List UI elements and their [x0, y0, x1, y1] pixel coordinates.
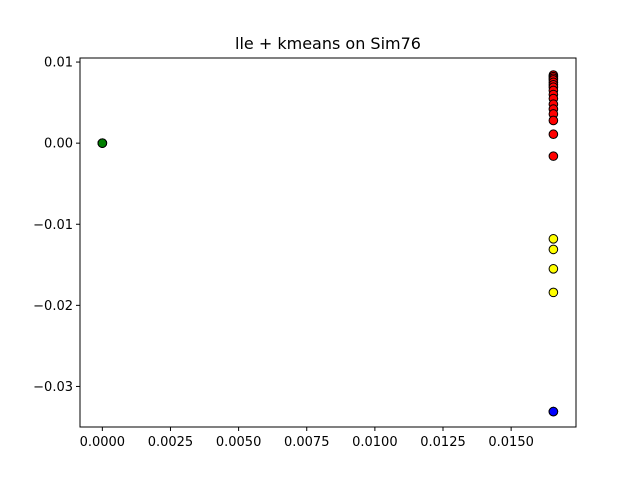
data-point — [97, 138, 108, 148]
x-tick-label: 0.0100 — [352, 435, 398, 450]
x-tick-label: 0.0075 — [284, 435, 330, 450]
x-tick-label: 0.0050 — [216, 435, 262, 450]
data-point — [548, 234, 559, 244]
data-point — [548, 129, 559, 140]
data-point — [548, 264, 559, 274]
chart-title: lle + kmeans on Sim76 — [235, 34, 421, 53]
data-point — [548, 287, 559, 298]
x-tick-label: 0.0150 — [488, 435, 534, 450]
y-axis: 0.01 0.00 −0.01 −0.02 −0.03 — [33, 56, 80, 395]
y-tick-label: 0.01 — [44, 56, 73, 71]
y-tick-label: −0.03 — [33, 380, 73, 395]
x-tick-label: 0.0125 — [420, 435, 466, 450]
y-tick-label: −0.01 — [33, 218, 73, 233]
y-tick-label: 0.00 — [44, 137, 73, 152]
data-point — [548, 244, 559, 255]
x-axis: 0.0000 0.0025 0.0050 0.0075 0.0100 0.0125 0.01… — [80, 427, 534, 450]
x-tick-label: 0.0000 — [80, 435, 126, 450]
plot-frame — [79, 57, 577, 428]
data-point — [548, 151, 559, 161]
data-point — [548, 115, 559, 126]
x-tick-label: 0.0025 — [148, 435, 194, 450]
data-point — [548, 406, 559, 417]
points-layer — [97, 70, 559, 417]
y-tick-label: −0.02 — [33, 299, 73, 314]
